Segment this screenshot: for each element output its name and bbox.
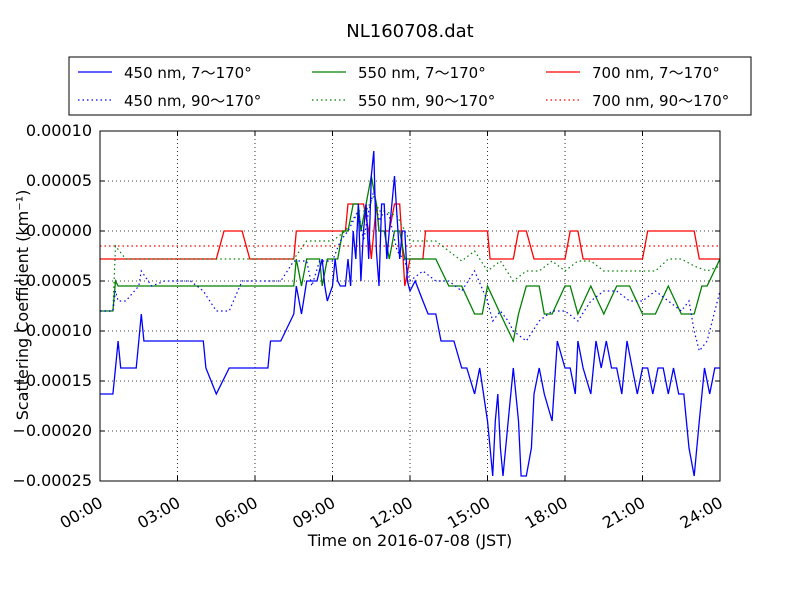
x-tick-label: 15:00 [444,493,493,533]
x-tick-label: 24:00 [677,493,726,533]
legend-entry: 700 nm, 90～170° [592,92,729,110]
y-tick-label: −0.00025 [12,471,92,490]
y-tick-label: −0.00010 [12,321,92,340]
series-line [100,203,720,287]
series-line [100,175,720,344]
legend-entry: 450 nm, 90～170° [124,92,261,110]
x-axis-label: Time on 2016-07-08 (JST) [307,531,512,550]
x-tick-label: 18:00 [522,493,571,533]
legend-entry: 550 nm, 90～170° [358,92,495,110]
legend-entry: 700 nm, 7～170° [592,64,720,82]
x-tick-label: 21:00 [599,493,648,533]
x-tick-label: 03:00 [134,493,183,533]
x-tick-label: 06:00 [212,493,261,533]
y-tick-label: 0.00010 [26,121,92,140]
x-tick-label: 09:00 [289,493,338,533]
legend-entry: 550 nm, 7～170° [358,64,486,82]
plot-area: 00:00 03:00 06:00 09:00 12:00 15:00 18:00 21:00… [12,121,726,532]
series-line [100,194,720,312]
x-tick-label: 00:00 [57,493,106,533]
y-tick-label: 0.00005 [26,171,92,190]
y-tick-label: 0.00000 [26,221,92,240]
y-tick-label: −0.00005 [12,271,92,290]
legend-entry: 450 nm, 7～170° [124,64,252,82]
series-line [100,150,720,477]
legend: 450 nm, 7～170° 450 nm, 90～170° 550 nm, 7～1… [68,56,752,116]
y-tick-label: −0.00015 [12,371,92,390]
y-tick-label: −0.00020 [12,421,92,440]
y-axis-label: Scattering Coefficient (km⁻¹) [13,190,32,421]
legend-box [68,56,752,116]
x-tick-label: 12:00 [367,493,416,533]
chart-title: NL160708.dat [346,21,473,42]
